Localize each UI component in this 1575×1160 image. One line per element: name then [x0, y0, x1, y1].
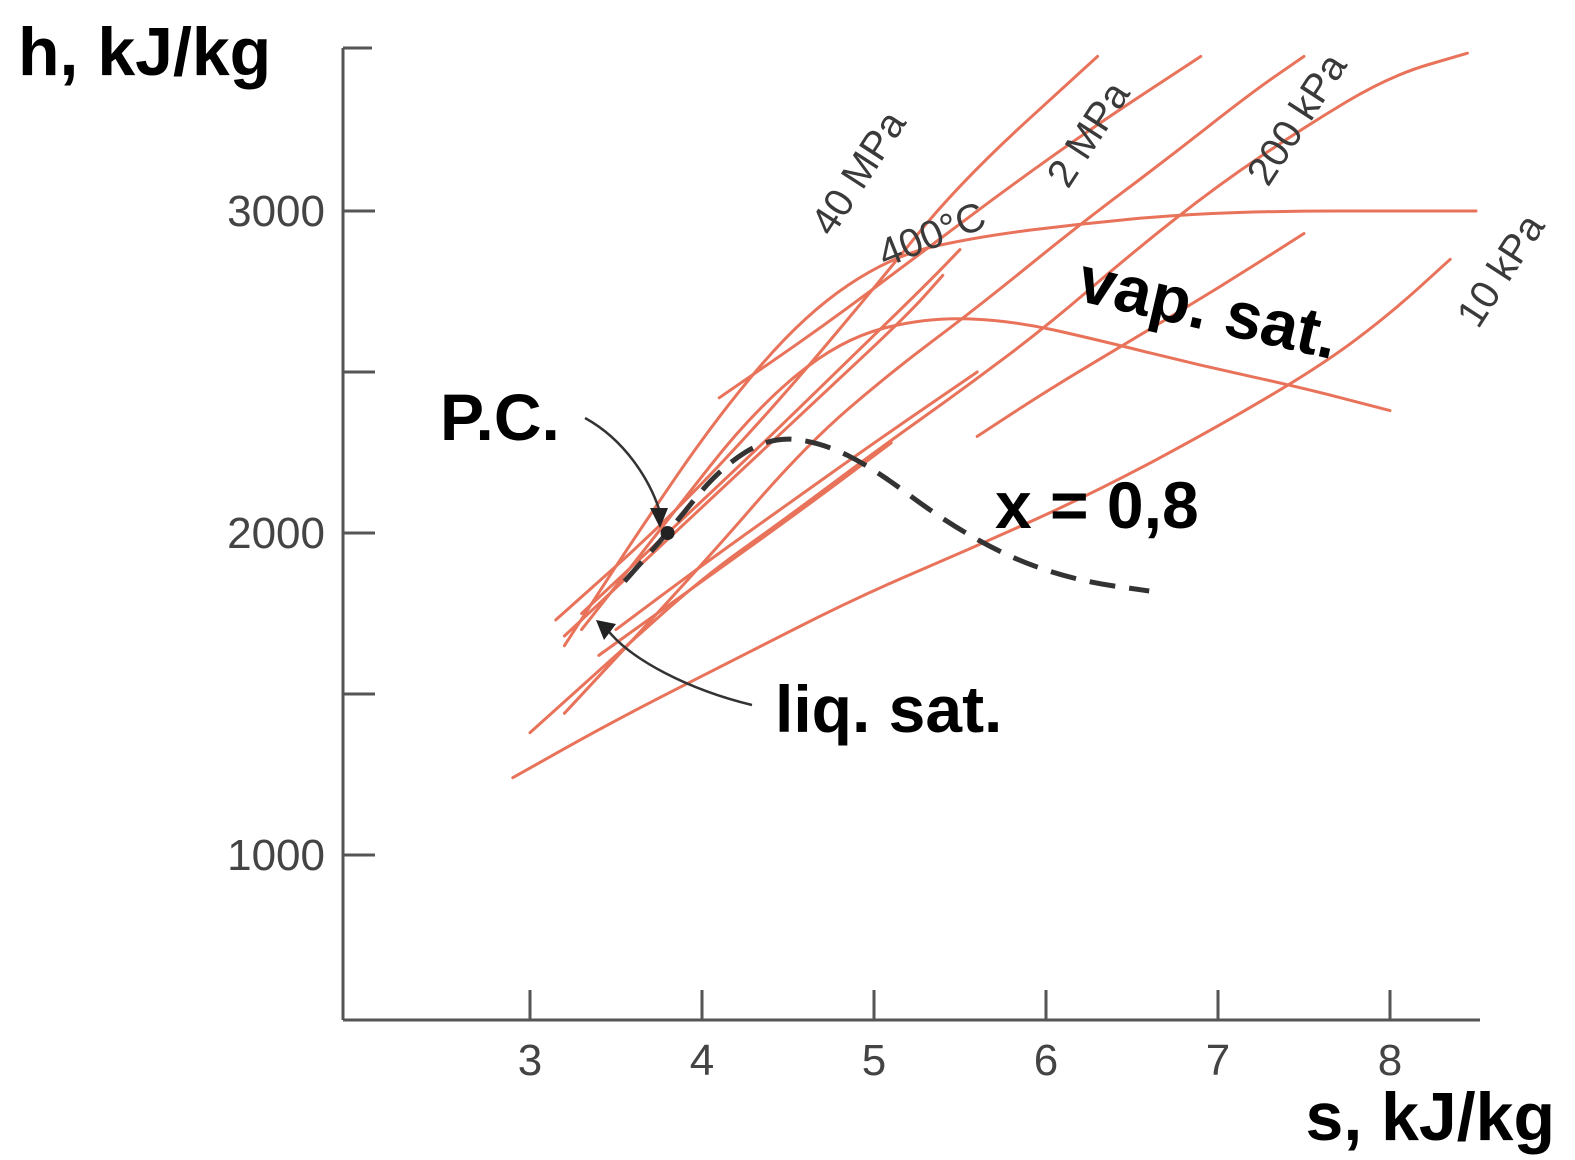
x-tick-label-5: 5	[862, 1036, 886, 1085]
critical-point-marker	[660, 526, 675, 540]
annotation-vap-sat: vap. sat.	[1072, 242, 1346, 374]
x-tick-label-7: 7	[1206, 1036, 1230, 1085]
y-tick-label-2000: 2000	[227, 509, 325, 558]
label-40mpa: 40 MPa	[803, 103, 915, 243]
x-tick-label-3: 3	[518, 1036, 542, 1085]
x-axis-title: s, kJ/kg	[1306, 1079, 1556, 1155]
x-tick-label-8: 8	[1378, 1036, 1402, 1085]
ticks-layer: 3 4 5 6 7 8 1000 2000 3000	[227, 187, 1402, 1085]
label-2mpa: 2 MPa	[1039, 73, 1139, 195]
quality-line-x-0-8	[622, 436, 1150, 594]
y-tick-label-3000: 3000	[227, 187, 325, 236]
curve-2-mpa	[562, 54, 1306, 715]
curve-isotherm-5	[580, 317, 1392, 632]
curve-isobar-11	[597, 441, 893, 657]
y-axis-title: h, kJ/kg	[18, 14, 271, 90]
annotation-liq-sat: liq. sat.	[775, 672, 1002, 746]
label-200kpa: 200 kPa	[1239, 45, 1356, 193]
pc-pointer-line	[584, 416, 662, 513]
curve-isobar-8	[562, 273, 945, 638]
liq-sat-arrowhead	[596, 620, 616, 640]
curves-layer	[511, 51, 1478, 780]
x-tick-label-4: 4	[690, 1036, 714, 1085]
y-tick-label-1000: 1000	[227, 831, 325, 880]
curve-isobar-10	[614, 370, 979, 632]
curve-isobar-7	[975, 232, 1306, 438]
curve-isobar-6	[717, 54, 1203, 400]
curve-200-kpa	[528, 51, 1469, 735]
label-10kpa: 10 kPa	[1449, 206, 1554, 335]
liq-sat-pointer-line	[605, 627, 753, 707]
curve-isobar-9	[580, 248, 962, 615]
pc-arrowhead	[650, 508, 668, 528]
label-400c: 400°C	[872, 194, 992, 277]
curve-400-c	[562, 209, 1478, 648]
annotation-x-quality: x = 0,8	[995, 468, 1199, 542]
annotation-pc: P.C.	[440, 380, 560, 454]
curve-10-kpa	[511, 257, 1452, 780]
x-tick-label-6: 6	[1034, 1036, 1058, 1085]
